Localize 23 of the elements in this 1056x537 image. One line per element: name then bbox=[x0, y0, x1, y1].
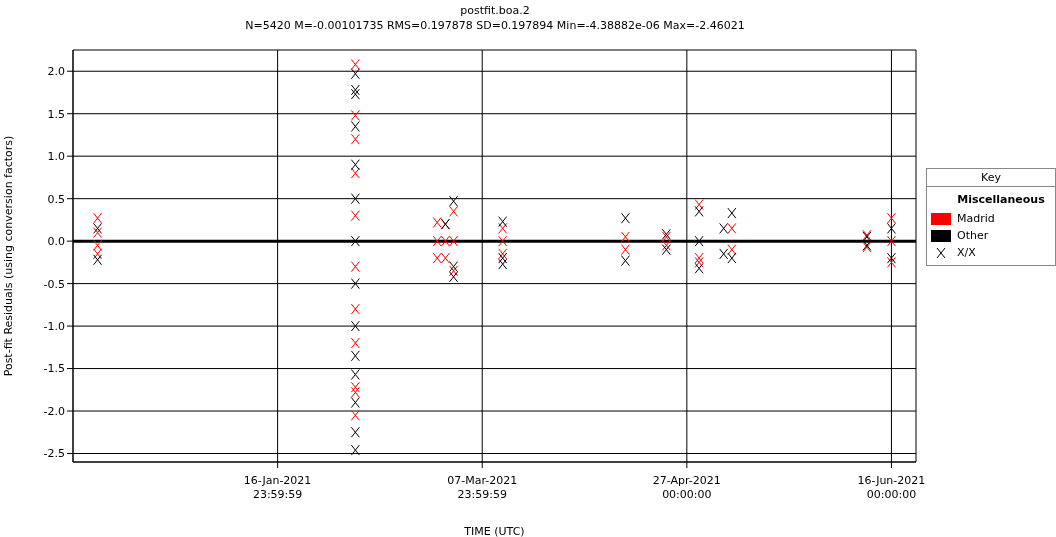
x-tick-label: 27-Apr-2021 00:00:00 bbox=[652, 474, 721, 501]
x-tick-label: 16-Jun-2021 00:00:00 bbox=[857, 474, 926, 501]
y-tick-label: 0.5 bbox=[47, 192, 65, 206]
y-tick-label: 1.5 bbox=[47, 107, 65, 121]
y-tick-label: 1.0 bbox=[47, 150, 65, 164]
legend-title: Key bbox=[927, 169, 1055, 187]
text: Miscellaneous bbox=[956, 192, 1046, 208]
y-tick-label: -1.0 bbox=[43, 319, 65, 333]
y-tick-label: -2.5 bbox=[43, 447, 65, 461]
y-tick-label: -2.0 bbox=[43, 404, 65, 418]
legend-label: Other bbox=[957, 229, 989, 242]
x-tick-label: 16-Jan-2021 23:59:59 bbox=[243, 474, 312, 501]
chart-subtitle: N=5420 M=-0.00101735 RMS=0.197878 SD=0.197894 Min=-4.38882e-06 Max=-2.46021 bbox=[244, 19, 746, 32]
y-axis-title: Post-fit Residuals (using conversion factors) bbox=[1, 135, 15, 377]
y-tick-label: -0.5 bbox=[43, 277, 65, 291]
text: X/X bbox=[957, 246, 976, 259]
x-tick-label: 07-Mar-2021 23:59:59 bbox=[447, 474, 518, 501]
y-tick-label: 0.0 bbox=[47, 235, 65, 249]
legend-label: Madrid bbox=[957, 212, 995, 225]
chart-title: postfit.boa.2 bbox=[459, 4, 531, 17]
y-tick-label: -1.5 bbox=[43, 362, 65, 376]
x-axis-title: TIME (UTC) bbox=[463, 525, 525, 537]
y-tick-label: 2.0 bbox=[47, 65, 65, 79]
